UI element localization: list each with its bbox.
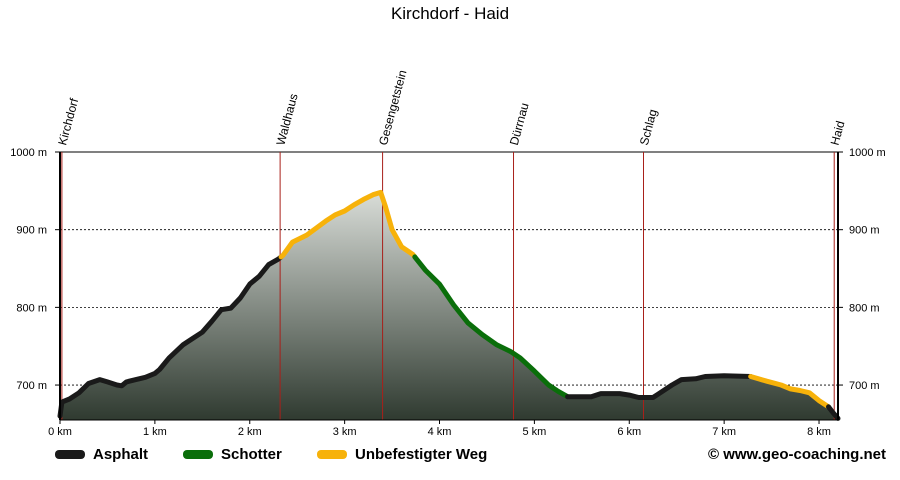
legend-item-unbefestigter-weg: Unbefestigter Weg (317, 446, 487, 463)
x-tick-label-2: 2 km (238, 426, 262, 438)
legend-swatch-unbefestigter-weg (317, 450, 347, 459)
route-segment-3 (565, 373, 754, 400)
legend-label-asphalt: Asphalt (93, 446, 149, 463)
y-tick-label-left-700: 700 m (16, 380, 47, 392)
elevation-area (60, 192, 838, 420)
waypoint-label-1: Waldhaus (273, 92, 300, 147)
x-tick-label-3: 3 km (333, 426, 357, 438)
legend-swatch-schotter (183, 450, 213, 459)
y-tick-label-right-800: 800 m (849, 302, 880, 314)
x-tick-label-6: 6 km (617, 426, 641, 438)
route-segment-5 (826, 404, 841, 421)
legend-item-schotter: Schotter (183, 446, 282, 463)
x-tick-label-0: 0 km (48, 426, 72, 438)
x-tick-label-4: 4 km (428, 426, 452, 438)
y-tick-label-right-700: 700 m (849, 380, 880, 392)
waypoint-label-4: Schlag (637, 108, 660, 147)
chart-title: Kirchdorf - Haid (391, 4, 509, 23)
x-tick-label-7: 7 km (712, 426, 736, 438)
legend: Asphalt Schotter Unbefestigter Weg © www… (0, 446, 900, 468)
route-line (57, 189, 841, 421)
legend-item-asphalt: Asphalt (55, 446, 148, 463)
legend-label-schotter: Schotter (221, 446, 282, 463)
legend-label-unbefestigter-weg: Unbefestigter Weg (355, 446, 488, 463)
axes: 700 m 700 m 800 m 800 m 900 m 900 m 1000 m 1000… (10, 147, 885, 438)
y-tick-label-right-1000: 1000 m (849, 147, 886, 159)
credit-text: © www.geo-coaching.net (707, 446, 886, 463)
y-tick-label-left-900: 900 m (16, 225, 47, 237)
y-tick-label-left-1000: 1000 m (10, 147, 47, 159)
x-tick-label-1: 1 km (143, 426, 167, 438)
waypoint-label-0: Kirchdorf (55, 96, 81, 147)
route-segment-1 (278, 189, 418, 260)
waypoint-label-5: Haid (828, 119, 848, 146)
y-tick-label-left-800: 800 m (16, 302, 47, 314)
waypoint-label-3: Dürrnau (507, 101, 532, 147)
elevation-profile-chart: Kirchdorf - Haid Kirchdorf Waldhaus Geseng… (10, 4, 885, 438)
y-tick-label-right-900: 900 m (849, 225, 880, 237)
legend-swatch-asphalt (55, 450, 85, 459)
x-tick-label-5: 5 km (522, 426, 546, 438)
route-segment-4 (748, 374, 831, 410)
x-tick-label-8: 8 km (807, 426, 831, 438)
waypoint-label-2: Gesengetstein (376, 68, 410, 146)
route-segment-2 (412, 254, 571, 400)
route-segment-0 (57, 254, 284, 419)
